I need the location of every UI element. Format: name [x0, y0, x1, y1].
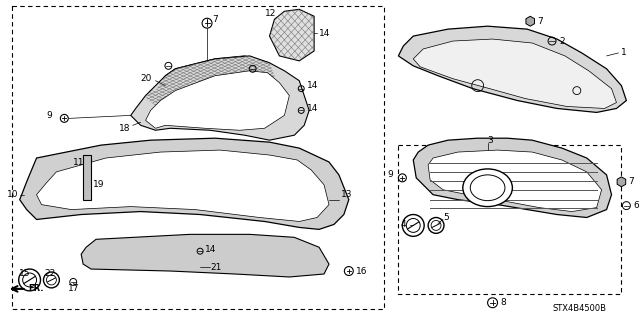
Text: 14: 14 [307, 104, 319, 113]
Text: 3: 3 [488, 136, 493, 145]
Text: 22: 22 [45, 268, 56, 277]
Polygon shape [81, 234, 329, 277]
Text: 16: 16 [356, 267, 367, 276]
Text: 9: 9 [388, 170, 394, 180]
Text: 20: 20 [141, 74, 152, 83]
Polygon shape [145, 71, 289, 130]
Text: 8: 8 [500, 298, 506, 307]
Text: 12: 12 [264, 9, 276, 18]
Text: 6: 6 [634, 201, 639, 210]
Text: 21: 21 [210, 263, 221, 272]
Text: STX4B4500B: STX4B4500B [552, 304, 606, 313]
Polygon shape [145, 56, 275, 110]
Text: 17: 17 [68, 284, 80, 293]
Text: 9: 9 [47, 111, 52, 120]
Polygon shape [269, 9, 314, 61]
Text: 13: 13 [341, 190, 353, 199]
Text: FR.: FR. [29, 284, 44, 293]
Text: 15: 15 [19, 268, 30, 277]
Text: 1: 1 [621, 48, 627, 57]
Text: 10: 10 [7, 190, 19, 199]
Text: 7: 7 [212, 15, 218, 24]
Polygon shape [526, 16, 534, 26]
Text: 14: 14 [319, 28, 330, 38]
Polygon shape [428, 150, 602, 212]
Polygon shape [131, 56, 309, 140]
Text: 2: 2 [559, 36, 564, 45]
Text: 18: 18 [119, 124, 131, 133]
Polygon shape [36, 150, 329, 221]
Polygon shape [398, 26, 627, 112]
Text: 14: 14 [307, 81, 319, 90]
Polygon shape [413, 39, 616, 108]
Polygon shape [617, 177, 626, 187]
Text: 4: 4 [401, 220, 406, 229]
Text: 7: 7 [628, 177, 634, 186]
Text: 11: 11 [73, 158, 84, 167]
Polygon shape [413, 138, 611, 218]
Text: 14: 14 [205, 245, 216, 254]
Text: 7: 7 [537, 17, 543, 26]
Ellipse shape [463, 169, 513, 207]
Polygon shape [20, 138, 349, 229]
Text: 19: 19 [93, 180, 104, 189]
Text: 5: 5 [443, 213, 449, 222]
Polygon shape [83, 155, 91, 200]
Ellipse shape [470, 175, 505, 201]
